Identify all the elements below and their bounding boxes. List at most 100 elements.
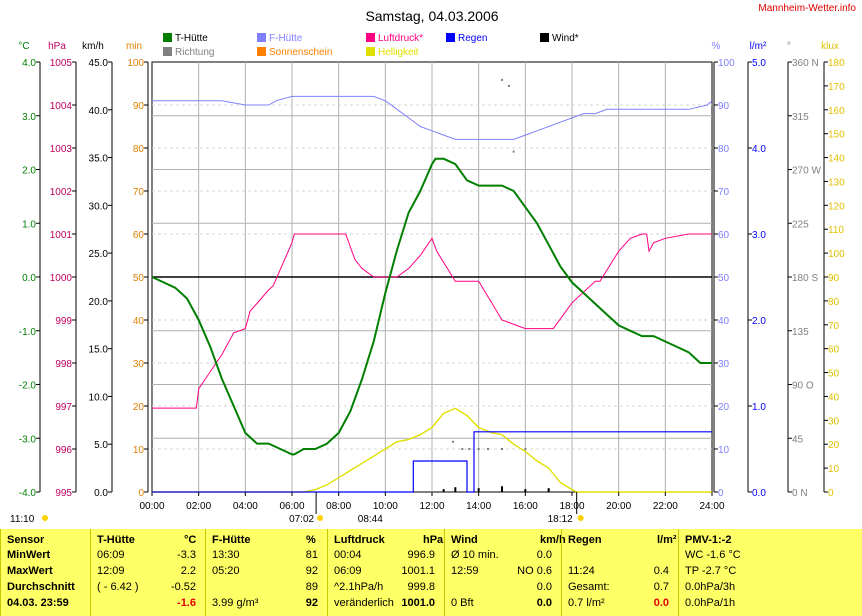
tick-label-degree: 270 W xyxy=(792,166,821,177)
x-tick-label: 12:00 xyxy=(419,501,444,512)
table-cell: 1001.0 xyxy=(401,597,435,609)
x-tick-label: 00:00 xyxy=(139,501,164,512)
tick-label-celsius: 4.0 xyxy=(22,58,36,69)
axis-unit-labels: °C hPa km/h min% l/m² ° klux xyxy=(18,41,839,52)
tick-label-percent: 20 xyxy=(718,402,730,413)
table-cell: WC -1.6 °C xyxy=(685,549,741,561)
tick-label-rain: 5.0 xyxy=(752,58,766,69)
table-cell: 12:09 xyxy=(97,565,125,577)
tick-label-klux: 30 xyxy=(828,416,840,427)
legend: T-Hütte F-Hütte Luftdruck* Regen Wind* Richtu… xyxy=(163,33,579,58)
tick-label-klux: 110 xyxy=(828,225,844,236)
tick-label-min: 10 xyxy=(133,445,145,456)
richtung-point xyxy=(477,448,480,450)
x-tick-label: 10:00 xyxy=(373,501,398,512)
tick-label-klux: 40 xyxy=(828,392,840,403)
table-cell: NO 0.6 xyxy=(517,565,552,577)
tick-label-celsius: -1.0 xyxy=(19,327,37,338)
table-cell: ^2.1hPa/h xyxy=(334,581,384,593)
x-axis: 00:00 02:00 04:00 06:00 08:00 10:00 12:00 14:00… xyxy=(139,492,725,512)
x-tick-label: 22:00 xyxy=(653,501,678,512)
richtung-point xyxy=(508,84,510,87)
tick-label-hpa: 1001 xyxy=(50,230,73,241)
x-tick-label: 16:00 xyxy=(513,501,538,512)
table-cell: 06:09 xyxy=(97,549,125,561)
tick-label-degree: 135 xyxy=(792,327,809,338)
axis-unit-rain: l/m² xyxy=(750,41,767,52)
sunset-label: 18:12 xyxy=(548,514,573,525)
axis-unit-klux: klux xyxy=(821,41,839,52)
tick-label-min: 80 xyxy=(133,144,145,155)
tick-label-klux: 130 xyxy=(828,177,845,188)
table-cell: -3.3 xyxy=(177,549,196,561)
legend-label: Sonnenschein xyxy=(269,47,332,58)
richtung-point xyxy=(461,448,464,450)
axis-unit-hpa: hPa xyxy=(48,41,66,52)
tick-label-percent: 30 xyxy=(718,359,730,370)
tick-label-percent: 80 xyxy=(718,144,730,155)
axis-unit-percent: % xyxy=(712,41,721,52)
table-cell: Wind xyxy=(451,534,478,546)
table-cell: 81 xyxy=(305,549,318,561)
sunshine-start-label: 08:44 xyxy=(358,514,383,525)
table-cell: veränderlich xyxy=(334,597,394,609)
tick-label-min: 70 xyxy=(133,187,145,198)
tick-label-degree: 360 N xyxy=(792,58,819,69)
tick-label-degree: 45 xyxy=(792,434,804,445)
x-tick-label: 14:00 xyxy=(466,501,491,512)
table-cell: 3.99 g/m³ xyxy=(212,597,259,609)
x-tick-label: 06:00 xyxy=(279,501,304,512)
regen-line xyxy=(152,431,712,493)
tick-label-min: 50 xyxy=(133,273,145,284)
tick-label-percent: 10 xyxy=(718,445,730,456)
x-tick-label: 08:00 xyxy=(326,501,351,512)
table-cell: MaxWert xyxy=(7,565,53,577)
tick-label-klux: 10 xyxy=(828,464,840,475)
tick-label-rain: 2.0 xyxy=(752,316,766,327)
sun-icon xyxy=(42,515,48,521)
tick-label-klux: 100 xyxy=(828,249,845,260)
tick-label-hpa: 996 xyxy=(55,445,72,456)
table-column: Luftdruck hPa 00:04 996.9 06:09 1001.1 ^2.1hPa… xyxy=(327,529,445,616)
tick-label-klux: 120 xyxy=(828,201,845,212)
table-cell: Regen xyxy=(568,534,602,546)
tick-label-degree: 0 N xyxy=(792,488,808,499)
table-column: T-Hütte °C 06:09 -3.3 12:09 2.2 ( - 6.42 ) -0.5… xyxy=(90,529,206,616)
tick-label-min: 40 xyxy=(133,316,145,327)
legend-label: Helligkeit xyxy=(378,47,419,58)
table-cell: 0.7 xyxy=(653,581,669,593)
tick-label-hpa: 995 xyxy=(55,488,72,499)
tick-label-kmh: 35.0 xyxy=(89,154,109,165)
table-cell: Sensor xyxy=(7,534,45,546)
table-cell: 1001.1 xyxy=(401,565,435,577)
tick-label-klux: 0 xyxy=(828,488,834,499)
table-cell: Durchschnitt xyxy=(7,581,75,593)
table-cell: MinWert xyxy=(7,549,51,561)
table-cell: 0.0hPa/1h xyxy=(685,597,736,609)
tick-label-hpa: 998 xyxy=(55,359,72,370)
tick-label-min: 90 xyxy=(133,101,145,112)
table-cell: 0.0 xyxy=(536,581,552,593)
table-cell: 05:20 xyxy=(212,565,240,577)
tick-label-min: 0 xyxy=(138,488,144,499)
table-cell: 92 xyxy=(305,597,318,609)
tick-label-kmh: 40.0 xyxy=(89,106,109,117)
site-link[interactable]: Mannheim-Wetter.info xyxy=(758,3,856,14)
tick-label-celsius: 2.0 xyxy=(22,166,36,177)
tick-label-klux: 80 xyxy=(828,297,840,308)
table-cell: 06:09 xyxy=(334,565,362,577)
tick-label-celsius: 0.0 xyxy=(22,273,36,284)
table-cell: 2.2 xyxy=(180,565,196,577)
tick-label-kmh: 5.0 xyxy=(94,440,108,451)
day-length-label: 11:10 xyxy=(10,514,35,525)
table-cell: 00:04 xyxy=(334,549,362,561)
table-cell: 0.4 xyxy=(653,565,669,577)
luftdruck-line xyxy=(152,233,712,409)
t-huette-line xyxy=(151,157,712,456)
table-column: PMV-1:-2 WC -1.6 °C TP -2.7 °C 0.0hPa/3h 0.0… xyxy=(678,529,795,616)
f-huette-line xyxy=(152,95,713,140)
tick-label-rain: 1.0 xyxy=(752,402,766,413)
tick-label-kmh: 10.0 xyxy=(89,392,109,403)
tick-label-percent: 70 xyxy=(718,187,730,198)
right-axes: 10090807060504030201005.04.03.02.01.00.0… xyxy=(713,58,845,499)
